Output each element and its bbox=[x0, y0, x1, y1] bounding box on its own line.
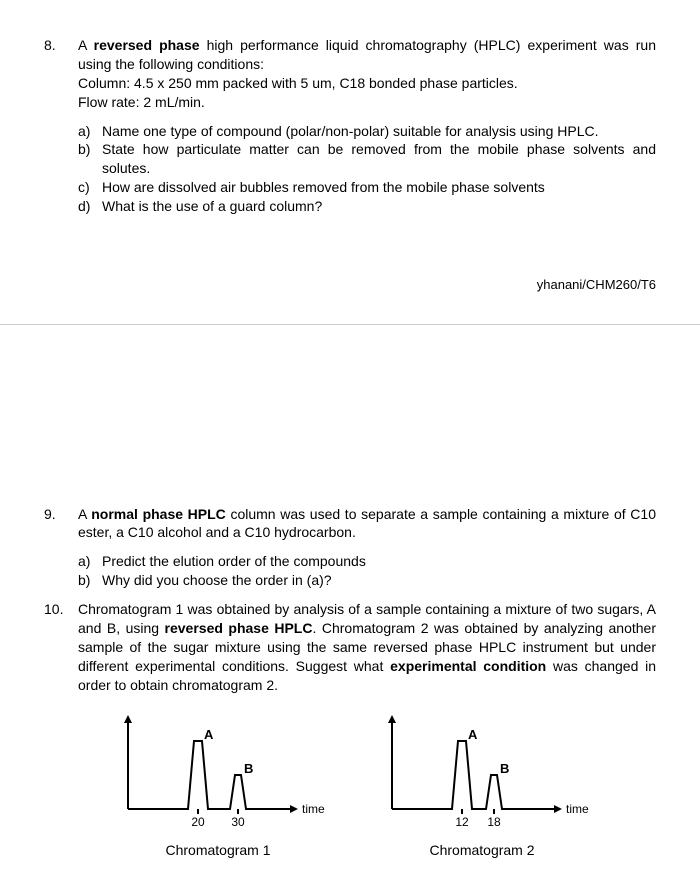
svg-text:time (min): time (min) bbox=[302, 802, 328, 816]
q8-b-text: State how particulate matter can be remo… bbox=[102, 140, 656, 178]
q8-intro-a: A bbox=[78, 37, 94, 53]
svg-text:A: A bbox=[204, 727, 214, 742]
q9-b-text: Why did you choose the order in (a)? bbox=[102, 571, 332, 590]
q8-c-text: How are dissolved air bubbles removed fr… bbox=[102, 178, 545, 197]
q10-body: Chromatogram 1 was obtained by analysis … bbox=[78, 600, 656, 694]
svg-text:18: 18 bbox=[487, 815, 501, 829]
svg-text:B: B bbox=[244, 761, 253, 776]
q8-number: 8. bbox=[44, 36, 78, 216]
q9-intro-bold: normal phase HPLC bbox=[91, 506, 226, 522]
svg-text:12: 12 bbox=[455, 815, 469, 829]
chromatogram-2-title: Chromatogram 2 bbox=[372, 841, 592, 860]
svg-text:time (min): time (min) bbox=[566, 802, 592, 816]
q10-bold2: experimental condition bbox=[390, 658, 546, 674]
svg-text:A: A bbox=[468, 727, 478, 742]
q8-d-label: d) bbox=[78, 197, 102, 216]
q8-c: c)How are dissolved air bubbles removed … bbox=[78, 178, 656, 197]
svg-text:20: 20 bbox=[191, 815, 205, 829]
q9-body: A normal phase HPLC column was used to s… bbox=[78, 505, 656, 591]
chromatogram-2: 12 18 time (min) A B Chromatogram 2 bbox=[372, 709, 592, 860]
q8-intro-bold: reversed phase bbox=[94, 37, 200, 53]
q8-a-text: Name one type of compound (polar/non-pol… bbox=[102, 122, 599, 141]
q10-number: 10. bbox=[44, 600, 78, 694]
q8-sublist: a)Name one type of compound (polar/non-p… bbox=[78, 122, 656, 216]
q9-sublist: a)Predict the elution order of the compo… bbox=[78, 552, 656, 590]
q8-b: b)State how particulate matter can be re… bbox=[78, 140, 656, 178]
q9-b: b)Why did you choose the order in (a)? bbox=[78, 571, 656, 590]
chromatogram-2-svg: 12 18 time (min) A B bbox=[372, 709, 592, 839]
q8-c-label: c) bbox=[78, 178, 102, 197]
q9-a-label: a) bbox=[78, 552, 102, 571]
chromatogram-1-title: Chromatogram 1 bbox=[108, 841, 328, 860]
svg-text:B: B bbox=[500, 761, 509, 776]
question-9: 9. A normal phase HPLC column was used t… bbox=[44, 505, 656, 591]
q8-intro: A reversed phase high performance liquid… bbox=[78, 36, 656, 74]
q9-intro: A normal phase HPLC column was used to s… bbox=[78, 505, 656, 543]
q9-b-label: b) bbox=[78, 571, 102, 590]
q8-b-label: b) bbox=[78, 140, 102, 178]
chromatogram-row: 20 30 time (min) A B Chromatogram 1 12 18 time… bbox=[44, 709, 656, 860]
chromatogram-1-svg: 20 30 time (min) A B bbox=[108, 709, 328, 839]
q8-d-text: What is the use of a guard column? bbox=[102, 197, 322, 216]
q8-a-label: a) bbox=[78, 122, 102, 141]
question-8: 8. A reversed phase high performance liq… bbox=[44, 36, 656, 216]
q8-a: a)Name one type of compound (polar/non-p… bbox=[78, 122, 656, 141]
q8-line2: Column: 4.5 x 250 mm packed with 5 um, C… bbox=[78, 74, 656, 93]
q9-number: 9. bbox=[44, 505, 78, 591]
q8-line3: Flow rate: 2 mL/min. bbox=[78, 93, 656, 112]
svg-text:30: 30 bbox=[231, 815, 245, 829]
q9-a: a)Predict the elution order of the compo… bbox=[78, 552, 656, 571]
q8-d: d)What is the use of a guard column? bbox=[78, 197, 656, 216]
q10-bold1: reversed phase HPLC bbox=[165, 620, 313, 636]
chromatogram-1: 20 30 time (min) A B Chromatogram 1 bbox=[108, 709, 328, 860]
question-10: 10. Chromatogram 1 was obtained by analy… bbox=[44, 600, 656, 694]
q9-a-text: Predict the elution order of the compoun… bbox=[102, 552, 366, 571]
footer-note: yhanani/CHM260/T6 bbox=[44, 276, 656, 294]
q8-body: A reversed phase high performance liquid… bbox=[78, 36, 656, 216]
q9-intro-a: A bbox=[78, 506, 91, 522]
page-break bbox=[0, 324, 700, 505]
